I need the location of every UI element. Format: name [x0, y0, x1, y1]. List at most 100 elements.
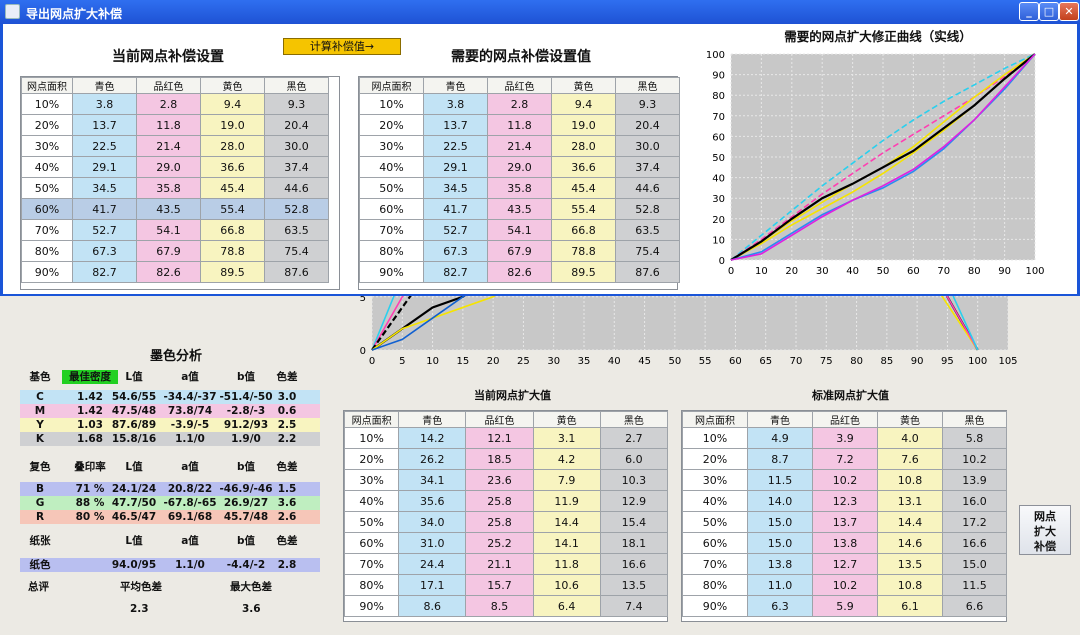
table-cell[interactable]: 30%: [343, 469, 400, 491]
column-header[interactable]: 黑色: [942, 411, 1007, 428]
table-cell[interactable]: 9.4: [200, 93, 265, 115]
column-header[interactable]: 品红色: [136, 77, 201, 94]
table-cell[interactable]: 3.8: [423, 93, 488, 115]
table-cell[interactable]: 3.9: [812, 427, 878, 449]
table-cell[interactable]: 13.8: [812, 532, 878, 554]
table-cell[interactable]: 25.2: [465, 532, 534, 554]
table-cell[interactable]: 90%: [343, 595, 400, 617]
table-cell[interactable]: 10.3: [599, 469, 669, 491]
table-cell[interactable]: 82.7: [72, 261, 137, 283]
table-cell[interactable]: 89.5: [551, 261, 616, 283]
table-cell[interactable]: 8.6: [398, 595, 467, 617]
table-cell[interactable]: 30%: [359, 135, 424, 157]
table-cell[interactable]: 21.4: [487, 135, 552, 157]
table-cell[interactable]: 22.5: [72, 135, 137, 157]
table-cell[interactable]: 19.0: [551, 114, 616, 136]
table-row[interactable]: 50% 34.5 35.8 45.4 44.6: [359, 177, 680, 199]
table-cell[interactable]: 13.7: [72, 114, 137, 136]
table-cell[interactable]: 40%: [359, 156, 424, 178]
table-cell[interactable]: 50%: [359, 177, 424, 199]
column-header[interactable]: 品红色: [465, 411, 534, 428]
table-cell[interactable]: 80%: [359, 240, 424, 262]
table-row[interactable]: 80% 11.0 10.2 10.8 11.5: [682, 574, 1007, 596]
table-row[interactable]: 80% 67.3 67.9 78.8 75.4: [21, 240, 329, 262]
table-row[interactable]: 90% 6.3 5.9 6.1 6.6: [682, 595, 1007, 617]
table-cell[interactable]: 3.8: [72, 93, 137, 115]
table-cell[interactable]: 10.2: [812, 469, 878, 491]
table-row[interactable]: 10% 4.9 3.9 4.0 5.8: [682, 427, 1007, 449]
table-cell[interactable]: 4.2: [532, 448, 601, 470]
column-header[interactable]: 黑色: [264, 77, 329, 94]
table-cell[interactable]: 80%: [343, 574, 400, 596]
table-cell[interactable]: 5.8: [942, 427, 1007, 449]
table-cell[interactable]: 30%: [21, 135, 73, 157]
table-cell[interactable]: 11.8: [487, 114, 552, 136]
table-cell[interactable]: 55.4: [551, 198, 616, 220]
table-cell[interactable]: 50%: [21, 177, 73, 199]
table-cell[interactable]: 21.1: [465, 553, 534, 575]
table-cell[interactable]: 15.0: [942, 553, 1007, 575]
table-cell[interactable]: 10%: [21, 93, 73, 115]
table-cell[interactable]: 26.2: [398, 448, 467, 470]
table-cell[interactable]: 43.5: [487, 198, 552, 220]
table-cell[interactable]: 18.5: [465, 448, 534, 470]
table-cell[interactable]: 29.1: [423, 156, 488, 178]
table-cell[interactable]: 25.8: [465, 490, 534, 512]
table-cell[interactable]: 37.4: [264, 156, 329, 178]
table-cell[interactable]: 52.8: [264, 198, 329, 220]
table-cell[interactable]: 36.6: [200, 156, 265, 178]
table-row[interactable]: 30% 22.5 21.4 28.0 30.0: [359, 135, 680, 157]
table-cell[interactable]: 66.8: [200, 219, 265, 241]
table-cell[interactable]: 52.7: [72, 219, 137, 241]
table-cell[interactable]: 30.0: [615, 135, 680, 157]
table-cell[interactable]: 41.7: [423, 198, 488, 220]
table-cell[interactable]: 31.0: [398, 532, 467, 554]
table-row[interactable]: 70% 52.7 54.1 66.8 63.5: [359, 219, 680, 241]
table-cell[interactable]: 19.0: [200, 114, 265, 136]
table-cell[interactable]: 14.2: [398, 427, 467, 449]
table-cell[interactable]: 17.1: [398, 574, 467, 596]
table-cell[interactable]: 7.4: [599, 595, 669, 617]
current-settings-table-wrap[interactable]: 网点面积 青色 品红色 黄色 黑色 10% 3.8 2.8 9.4 9.3 20% 13.7 11.8 1…: [20, 76, 340, 290]
table-row[interactable]: 10% 3.8 2.8 9.4 9.3: [359, 93, 680, 115]
table-cell[interactable]: 11.8: [136, 114, 201, 136]
table-row[interactable]: 40% 29.1 29.0 36.6 37.4: [21, 156, 329, 178]
table-cell[interactable]: 52.8: [615, 198, 680, 220]
table-cell[interactable]: 20.4: [615, 114, 680, 136]
column-header[interactable]: 黑色: [615, 77, 680, 94]
table-cell[interactable]: 4.9: [747, 427, 813, 449]
table-cell[interactable]: 23.6: [465, 469, 534, 491]
table-cell[interactable]: 43.5: [136, 198, 201, 220]
table-cell[interactable]: 20%: [21, 114, 73, 136]
table-row[interactable]: 60% 31.0 25.2 14.1 18.1: [343, 532, 669, 554]
table-cell[interactable]: 13.8: [747, 553, 813, 575]
table-cell[interactable]: 44.6: [615, 177, 680, 199]
table-cell[interactable]: 40%: [343, 490, 400, 512]
table-cell[interactable]: 13.5: [877, 553, 943, 575]
table-cell[interactable]: 10%: [682, 427, 748, 449]
table-cell[interactable]: 55.4: [200, 198, 265, 220]
table-cell[interactable]: 60%: [343, 532, 400, 554]
table-cell[interactable]: 15.0: [747, 511, 813, 533]
table-cell[interactable]: 25.8: [465, 511, 534, 533]
table-cell[interactable]: 14.1: [532, 532, 601, 554]
table-cell[interactable]: 28.0: [551, 135, 616, 157]
table-cell[interactable]: 24.4: [398, 553, 467, 575]
table-cell[interactable]: 67.3: [72, 240, 137, 262]
table-cell[interactable]: 10.2: [942, 448, 1007, 470]
column-header[interactable]: 黑色: [599, 411, 669, 428]
table-cell[interactable]: 9.3: [264, 93, 329, 115]
table-cell[interactable]: 67.9: [136, 240, 201, 262]
title-bar[interactable]: 导出网点扩大补偿 _ □ ✕: [0, 0, 1080, 24]
table-cell[interactable]: 28.0: [200, 135, 265, 157]
table-cell[interactable]: 11.8: [532, 553, 601, 575]
table-cell[interactable]: 6.6: [942, 595, 1007, 617]
table-cell[interactable]: 13.9: [942, 469, 1007, 491]
table-cell[interactable]: 11.5: [747, 469, 813, 491]
table-cell[interactable]: 29.0: [487, 156, 552, 178]
table-cell[interactable]: 13.7: [812, 511, 878, 533]
table-row[interactable]: 20% 13.7 11.8 19.0 20.4: [21, 114, 329, 136]
table-cell[interactable]: 54.1: [487, 219, 552, 241]
table-cell[interactable]: 7.6: [877, 448, 943, 470]
column-header[interactable]: 网点面积: [21, 77, 73, 94]
